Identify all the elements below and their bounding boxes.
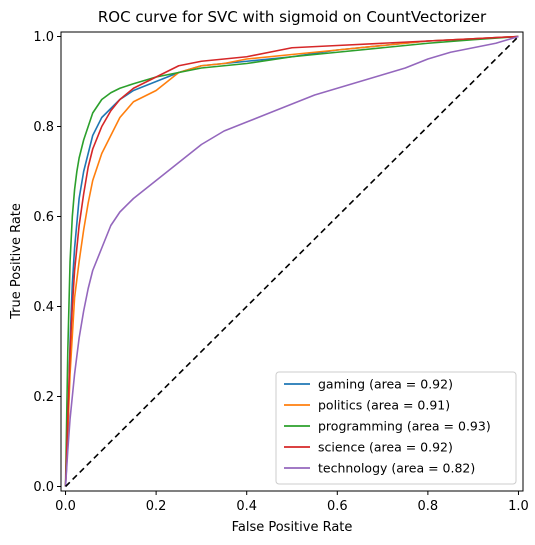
axis-ticks: 0.0 0.2 0.4 0.6 0.8 1.0 0.0 0.2 0.4 0.6 0.8 1.0 — [33, 30, 529, 514]
chance-diagonal-line — [64, 35, 520, 488]
axes-frame — [60, 31, 524, 492]
plot-area — [64, 35, 520, 488]
x-tick-label: 0.4 — [236, 499, 257, 514]
legend-label-4: science (area = 0.92) — [318, 440, 453, 455]
legend-label-1: gaming (area = 0.92) — [318, 377, 453, 392]
y-tick-label: 0.0 — [33, 480, 54, 495]
roc-series-line-4 — [64, 35, 519, 487]
legend-box — [275, 371, 517, 485]
roc-series-line-2 — [64, 35, 519, 487]
y-tick-label: 1.0 — [33, 30, 54, 45]
x-tick-label: 0.2 — [146, 499, 167, 514]
legend-label-2: politics (area = 0.91) — [318, 398, 450, 413]
x-tick-label: 0.0 — [55, 499, 76, 514]
chart-title: ROC curve for SVC with sigmoid on CountV… — [98, 8, 487, 26]
x-tick-label: 0.6 — [327, 499, 348, 514]
y-tick-label: 0.2 — [33, 390, 54, 405]
x-axis-title: False Positive Rate — [232, 520, 353, 535]
roc-series-line-3 — [64, 35, 519, 487]
y-tick-label: 0.8 — [33, 120, 54, 135]
x-tick-label: 1.0 — [508, 499, 529, 514]
roc-series-line-5 — [64, 35, 519, 487]
legend-label-5: technology (area = 0.82) — [318, 461, 475, 476]
x-tick-label: 0.8 — [418, 499, 439, 514]
y-axis-title: True Positive Rate — [9, 203, 24, 320]
legend-label-3: programming (area = 0.93) — [318, 419, 491, 434]
y-tick-label: 0.4 — [33, 300, 54, 315]
legend: gaming (area = 0.92) politics (area = 0.9… — [275, 371, 517, 485]
y-tick-label: 0.6 — [33, 210, 54, 225]
